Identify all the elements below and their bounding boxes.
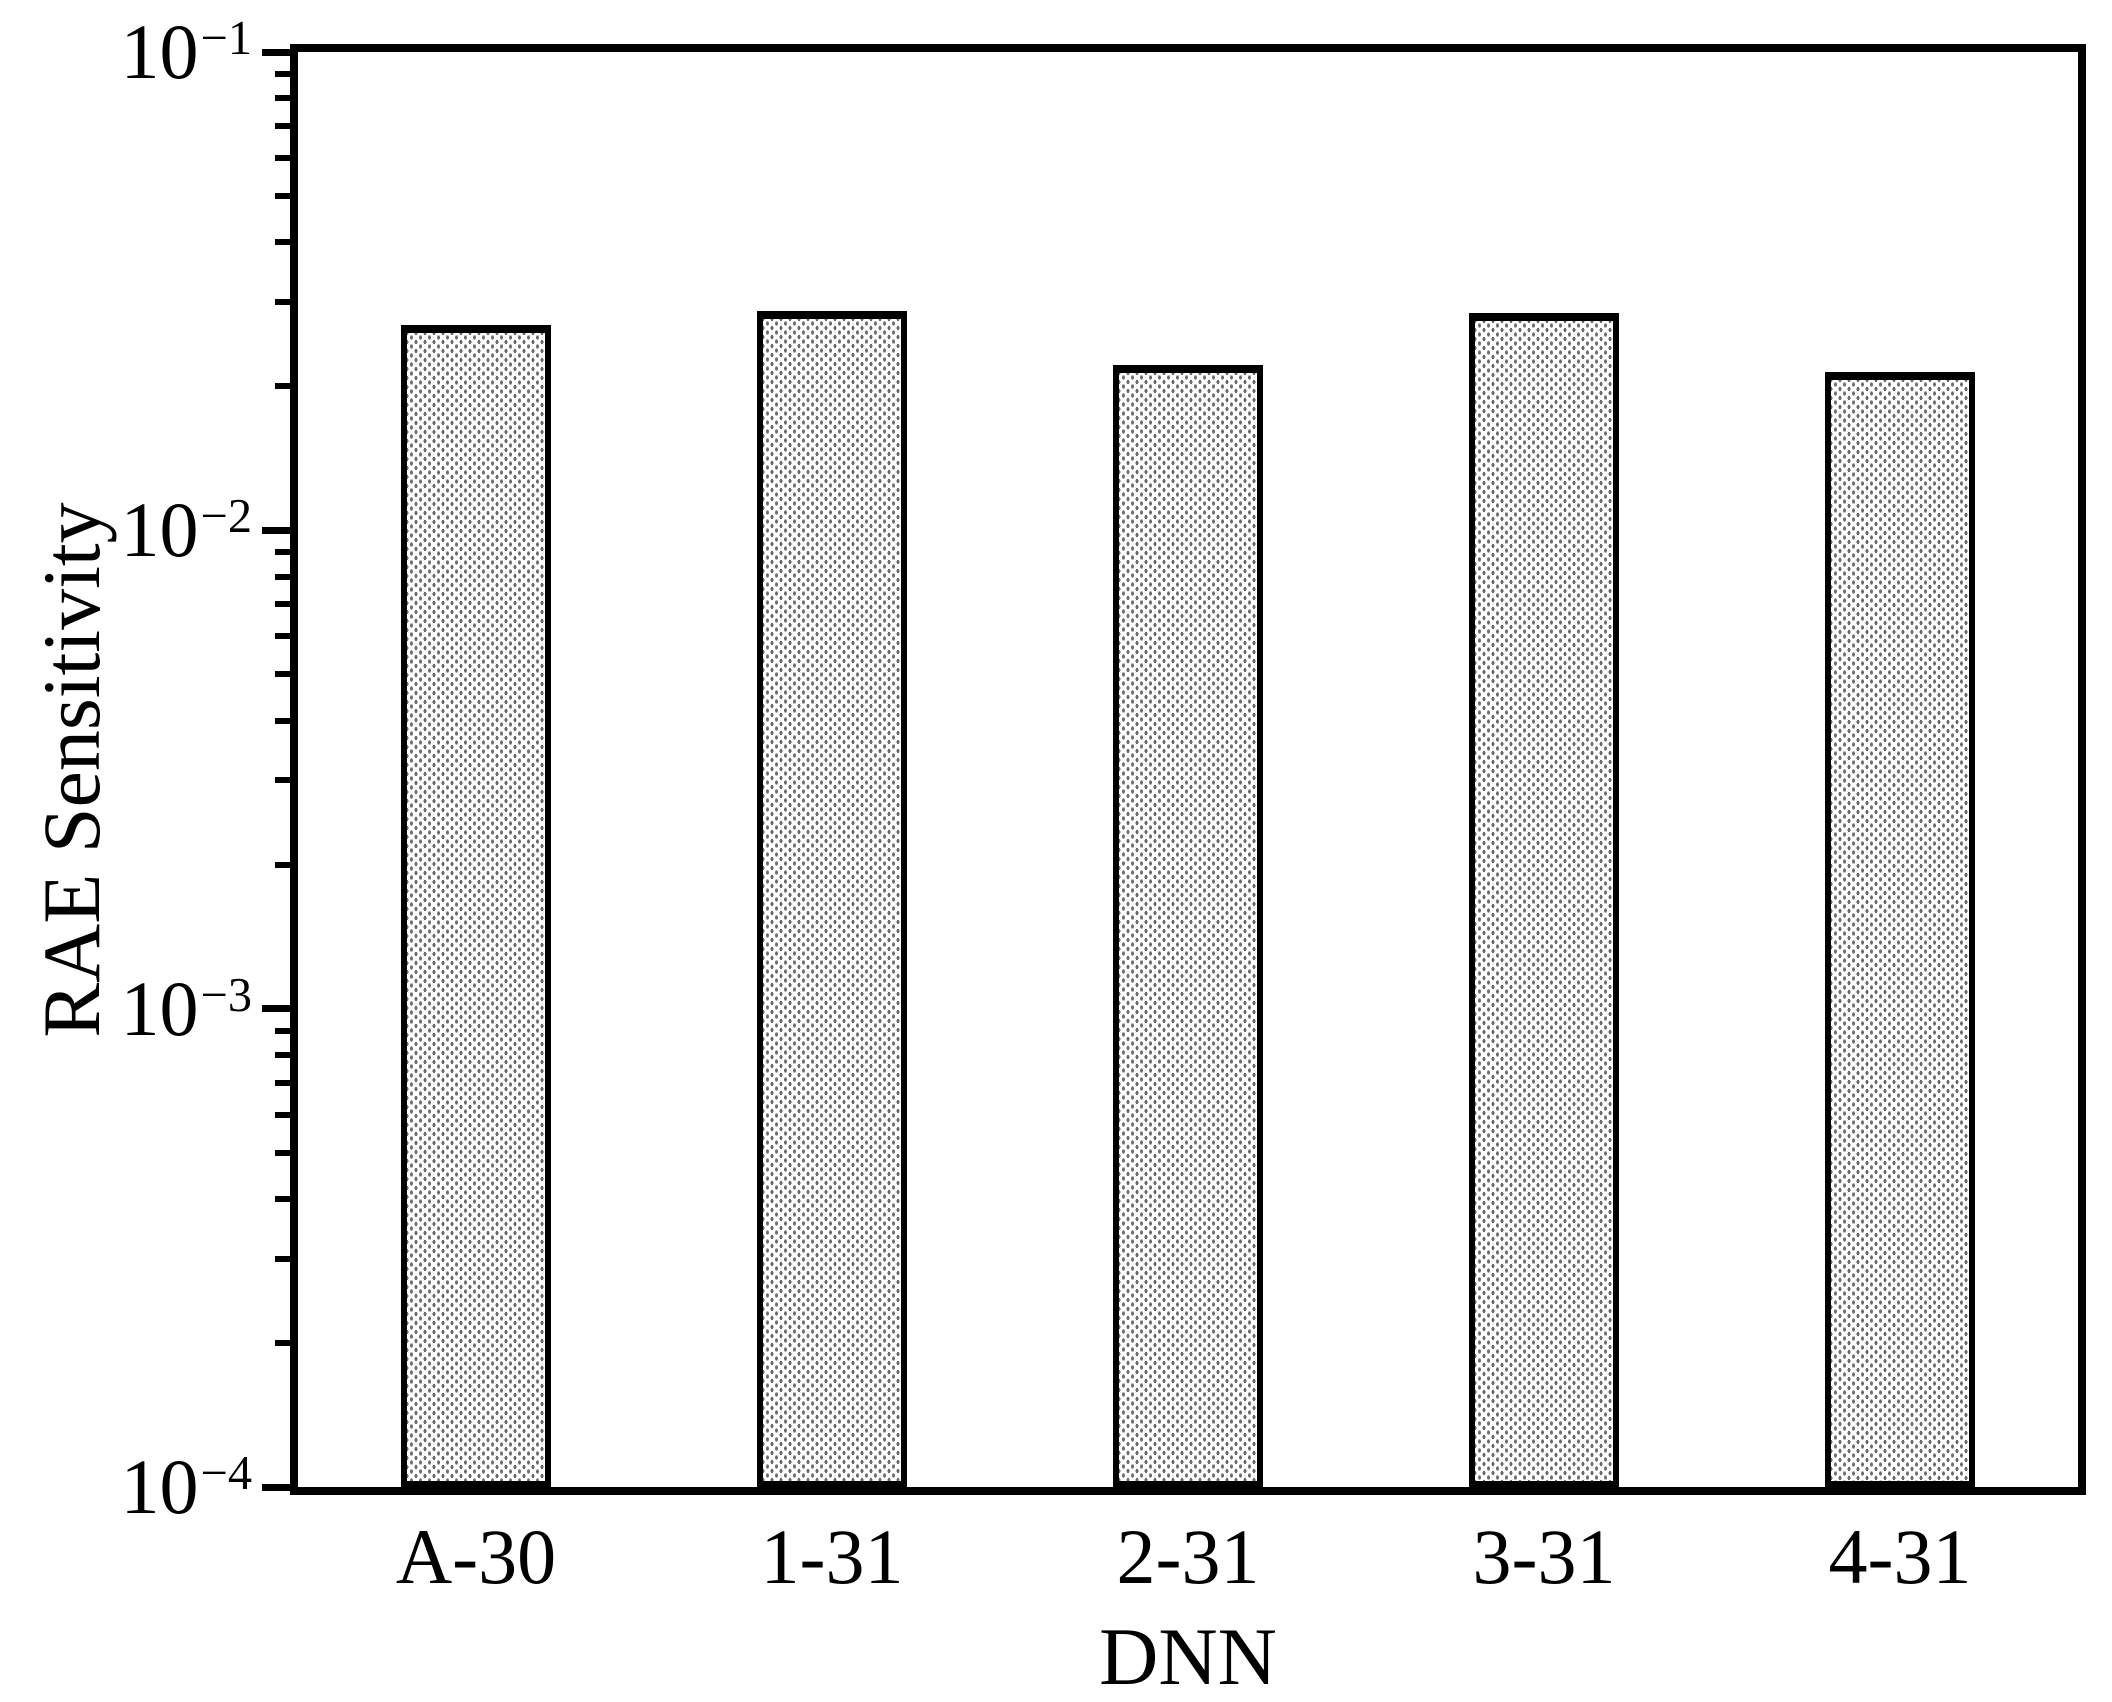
y-minor-tick [275,1028,290,1034]
x-tick-label-A-30: A-30 [395,1513,557,1600]
y-major-tick [262,527,290,534]
y-major-tick [262,1005,290,1012]
y-minor-tick [275,71,290,77]
y-minor-tick [275,549,290,555]
bar-A-30 [401,325,551,1487]
y-minor-tick [275,1340,290,1346]
y-minor-tick [275,1112,290,1118]
y-minor-tick [275,777,290,783]
y-minor-tick [275,155,290,161]
y-minor-tick [275,718,290,724]
y-minor-tick [275,671,290,677]
y-minor-tick [275,239,290,245]
y-minor-tick [275,1256,290,1262]
x-tick-label-1-31: 1-31 [760,1513,904,1600]
bar-1-31 [757,311,907,1487]
x-tick-label-4-31: 4-31 [1828,1513,1972,1600]
x-tick-label-3-31: 3-31 [1472,1513,1616,1600]
y-tick-label: 10−1 [120,8,252,95]
y-tick-label: 10−3 [120,965,252,1052]
y-minor-tick [275,1080,290,1086]
y-tick-label: 10−2 [120,486,252,573]
y-axis-label: RAE Sensitivity [26,502,117,1038]
y-major-tick [262,1484,290,1491]
y-minor-tick [275,299,290,305]
y-minor-tick [275,633,290,639]
y-minor-tick [275,1150,290,1156]
y-minor-tick [275,383,290,389]
y-minor-tick [275,193,290,199]
x-tick-label-2-31: 2-31 [1116,1513,1260,1600]
y-tick-label: 10−4 [120,1443,252,1530]
y-minor-tick [275,601,290,607]
y-minor-tick [275,1196,290,1202]
x-axis-label: DNN [1099,1611,1277,1702]
y-minor-tick [275,95,290,101]
bar-2-31 [1113,365,1263,1487]
bar-3-31 [1469,313,1619,1487]
y-minor-tick [275,123,290,129]
y-minor-tick [275,862,290,868]
y-minor-tick [275,574,290,580]
y-major-tick [262,49,290,56]
plot-area [290,44,2086,1495]
bar-4-31 [1825,372,1975,1487]
y-minor-tick [275,1052,290,1058]
